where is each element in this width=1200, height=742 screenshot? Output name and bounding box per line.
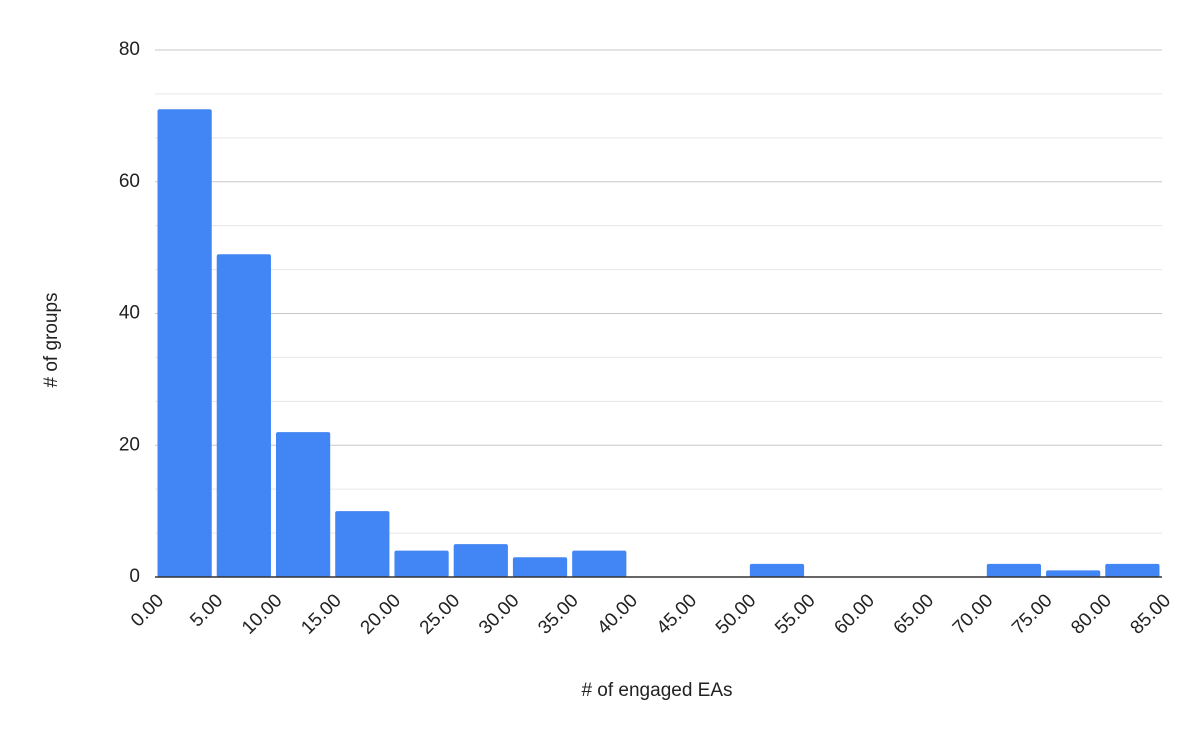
x-tick-label: 70.00 [949,590,997,638]
x-tick-label: 25.00 [416,590,464,638]
bar [157,109,212,577]
bar [986,563,1042,577]
x-tick-label: 50.00 [712,590,760,638]
y-tick-label: 40 [119,303,140,324]
x-tick-label: 45.00 [653,590,701,638]
bar [216,254,271,577]
x-tick-label: 75.00 [1008,590,1056,638]
x-tick-label: 60.00 [830,590,878,638]
bar [749,563,805,577]
bar [572,550,627,577]
x-tick-label: 0.00 [127,590,168,631]
bar [394,550,449,577]
y-tick-label: 60 [119,171,140,192]
bar [1046,570,1101,577]
x-axis-title: # of engaged EAs [581,680,732,701]
x-tick-label: 80.00 [1067,590,1115,638]
x-tick-label: 40.00 [593,590,641,638]
x-tick-label: 85.00 [1127,590,1175,638]
x-tick-label: 65.00 [890,590,938,638]
y-tick-label: 20 [119,434,140,455]
x-tick-label: 5.00 [186,590,227,631]
x-tick-label: 10.00 [238,590,286,638]
y-tick-label: 0 [129,566,140,587]
x-tick-label: 20.00 [357,590,405,638]
y-tick-label: 80 [119,39,140,60]
bar [335,511,390,577]
x-tick-label: 35.00 [534,590,582,638]
bar [512,557,568,577]
x-tick-label: 15.00 [297,590,345,638]
x-tick-label: 30.00 [475,590,523,638]
bar [1105,563,1160,577]
y-axis-title: # of groups [41,292,62,387]
bar [453,544,508,577]
x-tick-label: 55.00 [771,590,819,638]
bar [275,432,331,577]
